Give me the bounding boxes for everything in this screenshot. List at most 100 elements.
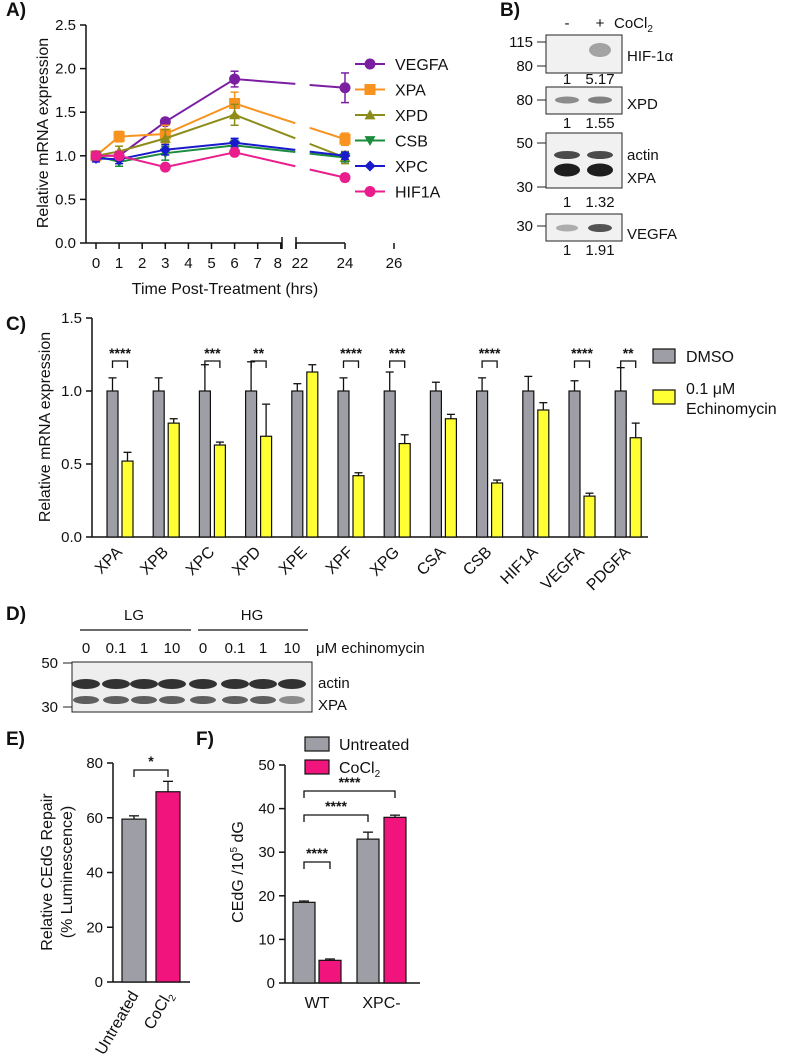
data-point-hif1a <box>229 146 241 158</box>
label-subscript: 2 <box>375 769 381 780</box>
panel-a-x-axis-title: Time Post-Treatment (hrs) <box>132 281 318 298</box>
data-point-xpa <box>339 133 351 145</box>
significance-bracket <box>133 769 169 777</box>
significance-bracket <box>303 814 369 822</box>
significance-stars: **** <box>340 345 362 361</box>
series-line-broken-vegfa <box>234 78 346 89</box>
panel-label-e: E) <box>6 729 25 750</box>
y-tick-label: 2.5 <box>55 17 76 34</box>
label-text: CoCl <box>339 760 375 777</box>
legend-label: CSB <box>395 134 428 151</box>
panel-c-bar-chart: C) 0.0 0.5 1.0 1.5 **** XPA XPB *** XPC ** XPD XPE… <box>6 310 777 594</box>
panel-e-y-axis-title: Relative CEdG Repair <box>39 793 56 951</box>
panel-a-line-chart: A) 0.0 0.5 1.0 1.5 2.0 2.5 0 1 2 3 4 5 6 7 8 22 24 26 VEG… <box>6 0 449 298</box>
blot-band-actin <box>72 679 100 689</box>
blot-band-actin <box>158 679 186 689</box>
blot-d: LG HG 0 0.1 1 10 0 0.1 1 10 μM echinomycin 50 30 acti… <box>41 607 424 716</box>
bar-group-xpd: ** XPD <box>229 345 273 579</box>
blot-band <box>554 151 580 159</box>
legend-label: XPD <box>395 108 428 125</box>
bar-group-xpc: *** XPC <box>183 345 226 579</box>
dose-label: 0 <box>82 640 90 657</box>
data-point-hif1a <box>113 150 125 162</box>
x-category-label: XPA <box>92 544 126 578</box>
x-tick-label: 1 <box>115 255 123 272</box>
bar-echinomycin <box>491 482 504 538</box>
panel-label-f: F) <box>196 729 214 750</box>
blot-band <box>555 96 579 104</box>
significance-bracket <box>620 360 637 368</box>
dose-label: 1 <box>140 640 148 657</box>
blot-strip-hif-1α: 115 80 HIF-1α 1 5.17 <box>509 34 673 88</box>
significance-stars: *** <box>204 345 221 361</box>
x-tick-label: 26 <box>386 255 403 272</box>
blot-quant: 1 <box>563 115 571 132</box>
y-tick-label: 0.5 <box>55 191 76 208</box>
bar-dmso <box>568 390 581 538</box>
blot-band <box>588 224 612 232</box>
x-tick-label: 3 <box>161 255 169 272</box>
blot-band-actin <box>130 679 158 689</box>
x-category-label-untreated: Untreated <box>93 989 143 1058</box>
band-label-actin: actin <box>318 675 350 692</box>
bar-cocl2 <box>318 959 342 984</box>
blot-strip-box <box>545 132 623 189</box>
data-point-xpa <box>113 131 125 143</box>
blot-band-xpa <box>159 696 185 704</box>
blot-quant: 1.32 <box>585 194 614 211</box>
panel-f-bar-chart: F) 0 10 20 30 40 50 WT XPC- **** **** **** Untreate… <box>196 729 420 1012</box>
panel-a-axes: 0.0 0.5 1.0 1.5 2.0 2.5 0 1 2 3 4 5 6 7 8 22 24 26 <box>55 17 402 272</box>
x-tick-label: 4 <box>184 255 192 272</box>
data-point-hif1a <box>339 172 351 184</box>
bar-echinomycin <box>260 435 273 538</box>
significance-bracket <box>573 360 591 368</box>
legend-marker <box>364 186 376 197</box>
label-subscript: 2 <box>167 993 180 1004</box>
significance-stars: * <box>148 753 154 769</box>
y-tick-label: 0.5 <box>61 456 82 473</box>
bar-cocl2 <box>155 791 181 983</box>
legend-label: HIF1A <box>395 185 441 202</box>
significance-stars: **** <box>479 345 501 361</box>
blot-strip-xpd: 80 XPD 1 1.55 <box>516 86 658 132</box>
x-tick-label: 22 <box>292 255 309 272</box>
blot-strip-label: VEGFA <box>627 226 677 243</box>
dose-unit-label: μM echinomycin <box>316 640 425 657</box>
x-tick-label: 24 <box>337 255 354 272</box>
legend-label-cocl2: CoCl2 <box>339 760 381 780</box>
mw-marker-label: 30 <box>516 179 533 196</box>
data-point-hif1a <box>90 150 102 162</box>
blot-quant: 1.55 <box>585 115 614 132</box>
blot-strip-label: HIF-1α <box>627 48 674 65</box>
bar-dmso <box>152 390 165 538</box>
y-tick-label: 0.0 <box>61 529 82 546</box>
blot-strip-label: actin <box>627 147 659 164</box>
panel-a-legend: VEGFA XPA XPD CSB XPC HIF1A <box>355 57 449 202</box>
panel-d-western-blot: D) LG HG 0 0.1 1 10 0 0.1 1 10 μM echinomycin 50 30 a… <box>6 604 425 716</box>
bar-dmso <box>245 390 258 538</box>
bar-group-xpb: XPB <box>137 377 180 578</box>
y-tick-label: 1.0 <box>55 148 76 165</box>
significance-stars: *** <box>389 345 406 361</box>
x-tick-label: 7 <box>254 255 262 272</box>
significance-stars: **** <box>571 345 593 361</box>
legend-marker <box>364 160 376 172</box>
bar-group-xpcminus: XPC- <box>356 814 407 1012</box>
y-tick-label: 60 <box>86 810 103 827</box>
series-line-xpd <box>95 113 235 157</box>
blot-band <box>587 151 613 159</box>
bar-group-hif1a: HIF1A <box>498 375 550 588</box>
legend-label-dmso: DMSO <box>686 349 734 366</box>
y-tick-label: 0 <box>267 975 275 992</box>
bar-dmso <box>337 390 350 538</box>
data-point-xpd <box>229 109 241 120</box>
mw-marker-label: 30 <box>41 699 58 716</box>
blot-band-xpa <box>279 696 305 704</box>
significance-bracket <box>389 360 406 368</box>
blot-band-xpa <box>222 696 248 704</box>
panel-c-y-axis-title: Relative mRNA expression <box>37 332 54 522</box>
y-tick-label: 80 <box>86 755 103 772</box>
blot-band <box>589 43 611 57</box>
bar-echinomycin <box>213 444 226 538</box>
